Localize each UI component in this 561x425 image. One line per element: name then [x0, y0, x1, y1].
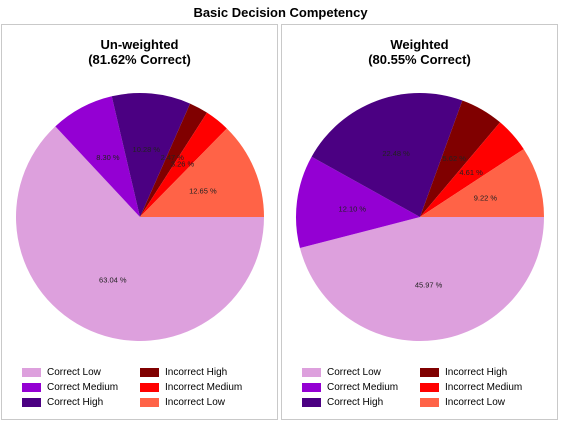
legend-swatch: [420, 398, 439, 407]
legend-swatch: [420, 383, 439, 392]
pie-data-label: 2.47 %: [161, 153, 185, 162]
legend-item-incorrect-medium: Incorrect Medium: [420, 380, 550, 395]
pie-data-label: 45.97 %: [415, 281, 443, 290]
chart-main-title: Basic Decision Competency: [193, 5, 368, 20]
legend-item-correct-medium: Correct Medium: [302, 380, 420, 395]
legend-item-incorrect-high: Incorrect High: [140, 365, 270, 380]
pie-slice-correct-low: [299, 217, 544, 342]
pie-slice-incorrect-medium: [420, 122, 524, 217]
pie-chart-unweighted: 63.04 % 8.30 % 10.28 %2.47 %3.26 % 12.65 %: [15, 92, 264, 341]
legend-item-incorrect-medium: Incorrect Medium: [140, 380, 270, 395]
pie-data-label: 5.62 %: [443, 154, 467, 163]
panel-title-line: Weighted: [390, 37, 449, 52]
pie-data-label: 12.65 %: [189, 187, 217, 196]
pie-slice-incorrect-medium: [140, 112, 227, 217]
pie-panel-weighted: Weighted (80.55% Correct) 45.97 % 12.10 %…: [281, 24, 558, 420]
legend-label: Incorrect Low: [445, 397, 506, 408]
legend: Correct Low Incorrect High Correct Mediu…: [22, 365, 272, 410]
pie-data-label: 10.28 %: [133, 145, 161, 154]
legend-swatch: [140, 398, 159, 407]
pie-panel-unweighted: Un-weighted (81.62% Correct) 63.04 % 8.30…: [1, 24, 278, 420]
legend-item-incorrect-low: Incorrect Low: [420, 395, 550, 410]
legend-label: Correct High: [47, 397, 104, 408]
pie-slice-incorrect-low: [140, 128, 264, 217]
legend-item-correct-low: Correct Low: [22, 365, 140, 380]
legend-item-correct-low: Correct Low: [302, 365, 420, 380]
legend-item-correct-high: Correct High: [302, 395, 420, 410]
legend-swatch: [22, 383, 41, 392]
panel-title-line: Un-weighted: [100, 37, 179, 52]
legend-swatch: [140, 383, 159, 392]
pie-data-label: 3.26 %: [171, 160, 195, 169]
legend-label: Incorrect High: [165, 367, 228, 378]
pie-data-label: 4.61 %: [459, 168, 483, 177]
panel-title: Weighted (80.55% Correct): [282, 37, 557, 67]
pie-slice-incorrect-high: [420, 100, 501, 217]
pie-data-label: 63.04 %: [99, 276, 127, 285]
legend-label: Correct Medium: [327, 382, 399, 393]
pie-slice-incorrect-low: [420, 149, 544, 217]
panel-subtitle-line: (80.55% Correct): [368, 52, 471, 67]
legend-item-incorrect-low: Incorrect Low: [140, 395, 270, 410]
legend-swatch: [302, 398, 321, 407]
pie-chart-weighted: 45.97 % 12.10 % 22.48 % 5.62 % 4.61 % 9.22 %: [295, 92, 544, 342]
legend-swatch: [420, 368, 439, 377]
legend-label: Correct Low: [47, 367, 101, 378]
pie-data-label: 12.10 %: [339, 204, 367, 213]
legend-swatch: [22, 398, 41, 407]
legend-item-correct-high: Correct High: [22, 395, 140, 410]
legend-label: Correct High: [327, 397, 384, 408]
legend-label: Correct Low: [327, 367, 381, 378]
legend-item-incorrect-high: Incorrect High: [420, 365, 550, 380]
pie-data-label: 9.22 %: [474, 194, 498, 203]
legend-label: Incorrect High: [445, 367, 508, 378]
panel-title: Un-weighted (81.62% Correct): [2, 37, 277, 67]
legend-label: Correct Medium: [47, 382, 119, 393]
legend-item-correct-medium: Correct Medium: [22, 380, 140, 395]
legend-swatch: [140, 368, 159, 377]
legend-swatch: [22, 368, 41, 377]
legend-label: Incorrect Low: [165, 397, 226, 408]
legend-label: Incorrect Medium: [165, 382, 243, 393]
pie-slice-correct-high: [311, 92, 463, 217]
legend-swatch: [302, 368, 321, 377]
panel-subtitle-line: (81.62% Correct): [88, 52, 191, 67]
pie-slice-incorrect-high: [140, 103, 208, 217]
pie-slice-correct-medium: [55, 96, 141, 217]
legend-label: Incorrect Medium: [445, 382, 523, 393]
pie-data-label: 8.30 %: [96, 153, 120, 162]
pie-slice-correct-high: [111, 92, 191, 217]
pie-slice-correct-low: [15, 126, 264, 341]
pie-slice-correct-medium: [295, 156, 420, 249]
legend: Correct Low Incorrect High Correct Mediu…: [302, 365, 552, 410]
legend-swatch: [302, 383, 321, 392]
pie-data-label: 22.48 %: [382, 149, 410, 158]
